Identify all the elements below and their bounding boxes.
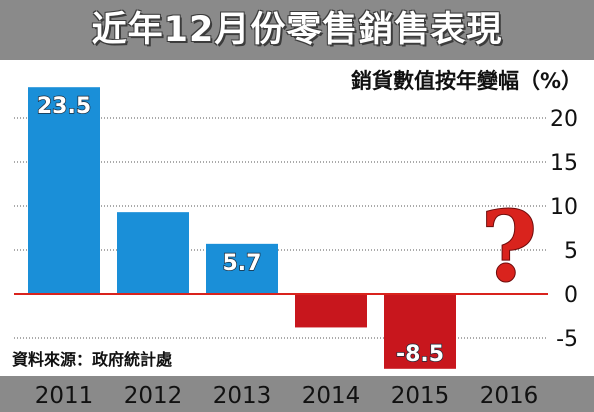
x-tick-label: 2016 — [480, 383, 539, 409]
question-mark-icon: ? — [481, 190, 537, 303]
bar — [28, 87, 100, 294]
source-note: 資料來源：政府統計處 — [12, 350, 173, 369]
y-axis-unit-label: 銷貨數值按年變幅（%） — [350, 69, 582, 93]
x-axis-band — [0, 376, 594, 412]
data-label: -8.5 — [396, 342, 444, 367]
title-banner — [0, 0, 594, 60]
x-tick-label: 2014 — [302, 383, 361, 409]
y-tick-label: 10 — [550, 195, 578, 220]
y-tick-label: 0 — [564, 283, 578, 308]
y-tick-label: -5 — [556, 327, 578, 352]
y-tick-label: 15 — [550, 151, 578, 176]
x-tick-label: 2013 — [213, 383, 272, 409]
y-tick-label: 5 — [564, 239, 578, 264]
bar — [295, 294, 367, 328]
x-tick-label: 2015 — [391, 383, 450, 409]
bar — [384, 294, 456, 369]
x-tick-label: 2012 — [124, 383, 183, 409]
x-tick-label: 2011 — [35, 383, 94, 409]
bar — [206, 243, 278, 294]
chart-title: 近年12月份零售銷售表現 — [91, 10, 503, 50]
bar — [117, 212, 189, 294]
data-label: 23.5 — [37, 94, 91, 119]
data-label: 5.7 — [223, 251, 262, 276]
y-tick-label: 20 — [550, 107, 578, 132]
